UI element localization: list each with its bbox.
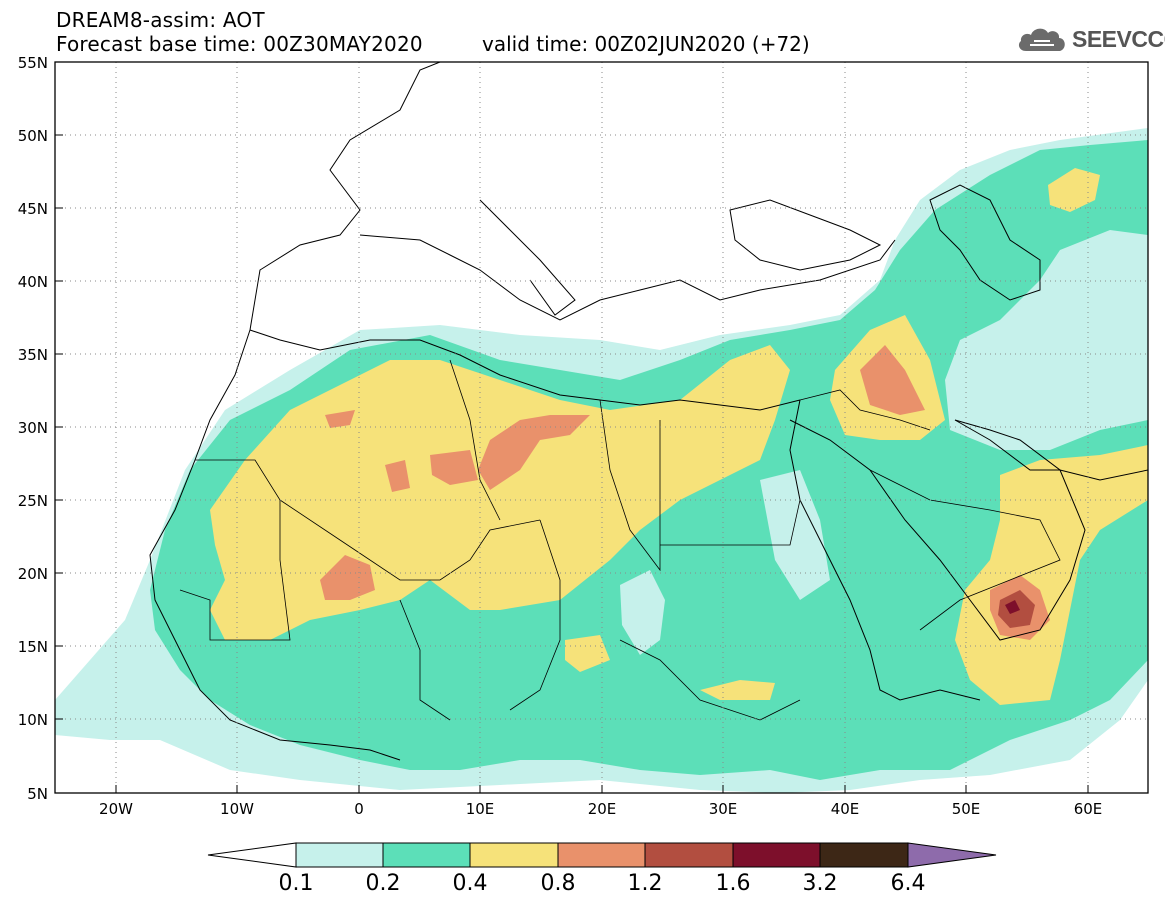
lat-label: 10N (18, 711, 48, 729)
lat-label: 15N (18, 638, 48, 656)
axis-ticks (55, 61, 1089, 794)
colorbar-label: 1.6 (716, 871, 751, 896)
colorbar-label: 3.2 (803, 871, 838, 896)
aot-level-0.8 (325, 410, 355, 428)
colorbar-bin (382, 842, 471, 868)
lon-label: 20E (588, 800, 617, 818)
colorbar-labels: 0.1 0.2 0.4 0.8 1.2 1.6 3.2 6.4 (279, 871, 926, 896)
graticule (55, 62, 1148, 793)
colorbar-label: 0.2 (366, 871, 401, 896)
colorbar-bin (732, 842, 821, 868)
aot-level-1.6 (1005, 600, 1020, 614)
caspian-coast (929, 184, 1041, 301)
italy-coast (479, 199, 576, 316)
lat-label: 50N (18, 127, 48, 145)
colorbar-bin (295, 842, 384, 868)
aot-level-0.8 (385, 460, 410, 492)
colorbar-bin (644, 842, 734, 868)
lat-labels: 55N 50N 45N 40N 35N 30N 25N 20N 15N 10N … (18, 54, 48, 803)
aot-level-0.4-patch (700, 680, 775, 700)
colorbar-under-triangle (207, 842, 297, 868)
colorbar-label: 0.4 (453, 871, 488, 896)
colorbar-bin (819, 842, 909, 868)
cloud-icon (1018, 28, 1065, 51)
lon-label: 40E (831, 800, 860, 818)
aot-level-0.1-patch (620, 570, 665, 655)
colorbar-label: 0.1 (279, 871, 314, 896)
colorbar (207, 842, 997, 868)
lon-label: 20W (99, 800, 133, 818)
aot-level-0.1-patch (960, 330, 1110, 430)
logo-text: SEEVCCC (1072, 25, 1165, 52)
aot-level-0.8 (860, 345, 925, 415)
colorbar-label: 1.2 (628, 871, 663, 896)
lon-label: 50E (952, 800, 981, 818)
lon-label: 30E (709, 800, 738, 818)
title-line2: Forecast base time: 00Z30MAY2020 (56, 32, 423, 56)
lat-label: 40N (18, 273, 48, 291)
aot-level-0.8 (320, 555, 375, 600)
aot-shading (55, 128, 1148, 793)
lat-label: 30N (18, 419, 48, 437)
iran-coast (954, 419, 1148, 481)
colorbar-label: 0.8 (541, 871, 576, 896)
red-sea-coast (789, 399, 981, 701)
coastlines (149, 62, 1148, 761)
colorbar-bin (557, 842, 646, 868)
aot-level-0.4-patch (565, 635, 610, 672)
country-borders (179, 359, 1061, 721)
africa-coast (149, 329, 801, 761)
colorbar-bin (469, 842, 559, 868)
lat-label: 55N (18, 54, 48, 72)
lat-label: 25N (18, 492, 48, 510)
valid-time: valid time: 00Z02JUN2020 (+72) (482, 32, 810, 56)
lon-label: 60E (1074, 800, 1103, 818)
aot-level-0.8 (478, 415, 590, 490)
lon-labels: 20W 10W 0 10E 20E 30E 40E 50E 60E (99, 800, 1102, 818)
lat-label: 35N (18, 346, 48, 364)
title-line1: DREAM8-assim: AOT (56, 8, 265, 32)
lon-label: 0 (354, 800, 364, 818)
lat-label: 45N (18, 200, 48, 218)
aot-level-0.1-patch (760, 470, 830, 600)
colorbar-over-triangle (907, 842, 997, 868)
arabia-coast (789, 419, 1086, 641)
europe-coast (249, 62, 896, 331)
lon-label: 10W (220, 800, 254, 818)
lat-label: 20N (18, 565, 48, 583)
lat-label: 5N (27, 785, 48, 803)
seevccc-logo: SEEVCCC (1016, 22, 1165, 56)
aot-level-0.8 (430, 450, 478, 485)
colorbar-label: 6.4 (891, 871, 926, 896)
lon-label: 10E (466, 800, 495, 818)
aot-level-0.4-arabia (955, 445, 1148, 705)
aot-level-0.4-caspian (1048, 168, 1100, 212)
